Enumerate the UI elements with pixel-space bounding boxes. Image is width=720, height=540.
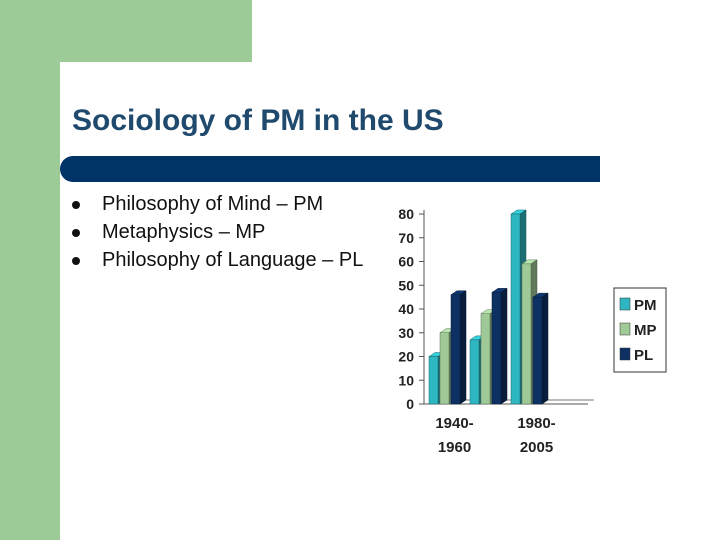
y-tick-label: 40 — [398, 301, 414, 317]
slide-title: Sociology of PM in the US — [72, 104, 444, 137]
bar-mp — [480, 313, 491, 405]
legend-label-pl: PL — [634, 347, 653, 364]
y-tick-label: 30 — [398, 325, 414, 341]
bullet-text: Philosophy of Mind – PM — [102, 193, 324, 215]
x-tick-label: 1960 — [438, 439, 471, 456]
y-tick-label: 70 — [398, 230, 414, 246]
bullet-dot-icon — [72, 229, 80, 237]
x-tick-label: 1940- — [435, 415, 473, 432]
legend-swatch-mp — [619, 322, 631, 336]
content-panel — [60, 62, 720, 540]
bar-mp — [439, 332, 450, 405]
y-tick-label: 0 — [406, 396, 414, 412]
y-tick-label: 80 — [398, 206, 414, 222]
bar-side-face — [500, 287, 508, 405]
x-tick-label: 1980- — [517, 415, 555, 432]
bullet-item-pm: Philosophy of Mind – PM — [72, 192, 372, 217]
title-underline-bar — [60, 156, 600, 182]
bar-pl — [450, 294, 461, 405]
bullet-list: Philosophy of Mind – PM Metaphysics – MP… — [72, 192, 372, 276]
bar-side-face — [541, 292, 549, 405]
y-tick-label: 50 — [398, 277, 414, 293]
bar-side-face — [459, 290, 467, 405]
legend-label-pm: PM — [634, 297, 657, 314]
bullet-item-pl: Philosophy of Language – PL — [72, 248, 372, 273]
legend-label-mp: MP — [634, 322, 657, 339]
bullet-text: Philosophy of Language – PL — [102, 249, 364, 271]
y-tick-label: 20 — [398, 349, 414, 365]
bullet-dot-icon — [72, 257, 80, 265]
bar-pm — [510, 213, 521, 405]
bar-pl — [532, 296, 543, 405]
background-accent-left — [0, 0, 60, 540]
bar-mp — [521, 263, 532, 405]
bar-pm — [469, 339, 480, 405]
x-tick-label: 2005 — [520, 439, 553, 456]
bar-chart: 0 10 20 30 40 50 60 70 80 1940- 1960 1980- 2005 PM MP P… — [398, 206, 667, 456]
bullet-item-mp: Metaphysics – MP — [72, 220, 372, 245]
bar-pl — [491, 292, 502, 405]
legend-swatch-pl — [619, 347, 631, 361]
y-tick-label: 10 — [398, 372, 414, 388]
y-tick-label: 60 — [398, 254, 414, 270]
legend-swatch-pm — [619, 297, 631, 311]
bar-pm — [428, 356, 439, 405]
bullet-dot-icon — [72, 201, 80, 209]
bullet-text: Metaphysics – MP — [102, 221, 266, 243]
